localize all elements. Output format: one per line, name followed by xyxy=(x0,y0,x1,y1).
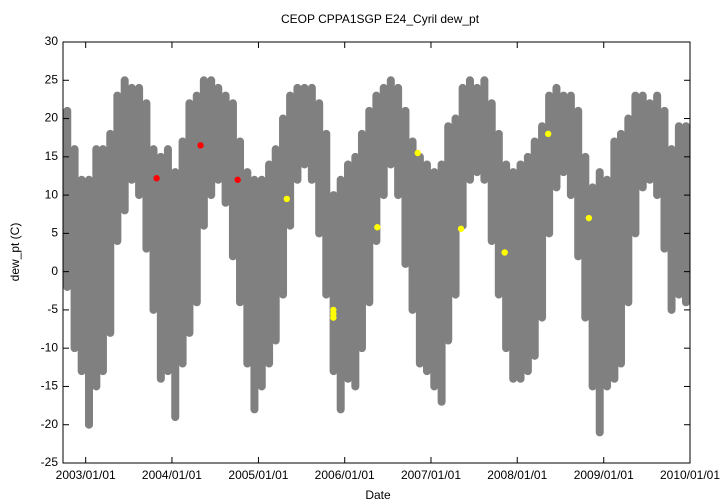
y-tick-label: 15 xyxy=(45,149,59,163)
point xyxy=(374,224,381,231)
chart-title: CEOP CPPA1SGP E24_Cyril dew_pt xyxy=(281,12,480,26)
y-tick-label: -10 xyxy=(41,340,59,354)
y-tick-label: 25 xyxy=(45,72,59,86)
point xyxy=(153,175,160,182)
x-tick-label: 2009/01/01 xyxy=(574,468,634,482)
x-tick-label: 2010/01/01 xyxy=(660,468,720,482)
x-axis-label: Date xyxy=(365,488,391,502)
point xyxy=(544,130,552,138)
point xyxy=(197,142,204,149)
y-axis-label: dew_pt (C) xyxy=(8,223,22,282)
x-tick-label: 2008/01/01 xyxy=(487,468,547,482)
x-tick-label: 2006/01/01 xyxy=(315,468,375,482)
x-tick-label: 2004/01/01 xyxy=(142,468,202,482)
x-tick-label: 2005/01/01 xyxy=(228,468,288,482)
y-tick-label: 0 xyxy=(51,264,58,278)
point xyxy=(585,214,593,222)
point xyxy=(457,225,465,232)
x-tick-label: 2007/01/01 xyxy=(401,468,461,482)
y-tick-label: 30 xyxy=(45,34,59,48)
y-tick-label: -25 xyxy=(41,455,59,469)
point xyxy=(234,176,241,183)
y-tick-label: -15 xyxy=(41,379,59,393)
y-tick-label: -5 xyxy=(47,302,58,316)
x-tick-label: 2003/01/01 xyxy=(56,468,116,482)
y-tick-label: -20 xyxy=(41,417,59,431)
y-tick-label: 10 xyxy=(45,187,59,201)
y-tick-label: 5 xyxy=(51,226,58,240)
point xyxy=(330,314,337,321)
y-tick-label: 20 xyxy=(45,111,59,125)
plot-frame xyxy=(62,41,691,464)
point xyxy=(283,195,291,203)
point xyxy=(414,149,421,157)
point xyxy=(501,249,508,256)
